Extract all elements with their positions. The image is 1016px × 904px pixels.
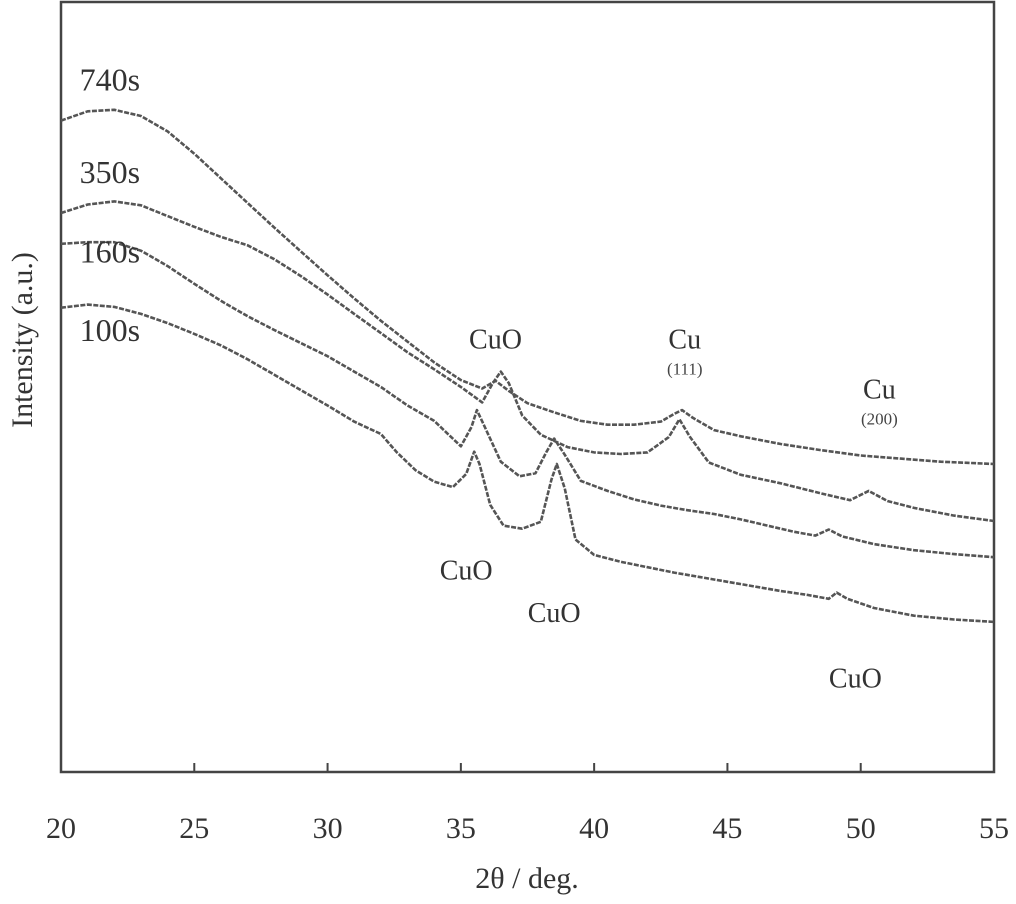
- peak-annotation-label: CuO: [829, 663, 882, 694]
- series-line-350s: [60, 200, 995, 523]
- x-tick-label: 20: [46, 812, 76, 845]
- series-lines: [60, 108, 995, 624]
- x-axis-title: 2θ / deg.: [475, 862, 579, 895]
- x-tick-label: 40: [579, 812, 609, 845]
- series-line-100s: [60, 303, 995, 624]
- peak-annotation-miller-index: (111): [667, 360, 703, 379]
- series-label: 740s: [80, 62, 140, 98]
- x-tick-label: 30: [313, 812, 343, 845]
- series-label: 350s: [80, 154, 140, 190]
- y-axis-title: Intensity (a.u.): [6, 252, 39, 428]
- series-line-160s: [60, 240, 995, 559]
- peak-annotations: CuO Cu (111) Cu (200) CuO CuO CuO: [440, 325, 898, 695]
- peak-annotation-label: Cu: [863, 375, 896, 406]
- x-tick-label: 45: [712, 812, 742, 845]
- x-tick-label: 35: [446, 812, 476, 845]
- peak-annotation-label: CuO: [528, 598, 581, 629]
- peak-annotation-label: Cu: [668, 325, 701, 356]
- x-tick-label: 50: [846, 812, 876, 845]
- x-tick-label: 25: [179, 812, 209, 845]
- plot-frame: [59, 0, 996, 774]
- x-axis-ticks: 20 25 30 35 40 45 50 55: [46, 763, 1009, 845]
- series-label: 160s: [80, 233, 140, 269]
- series-labels: 740s 350s 160s 100s: [80, 62, 140, 348]
- peak-annotation-label: CuO: [440, 556, 493, 587]
- series-line-740s: [60, 108, 995, 466]
- peak-annotation-label: CuO: [469, 325, 522, 356]
- series-label: 100s: [80, 312, 140, 348]
- peak-annotation-miller-index: (200): [861, 410, 898, 429]
- x-tick-label: 55: [979, 812, 1009, 845]
